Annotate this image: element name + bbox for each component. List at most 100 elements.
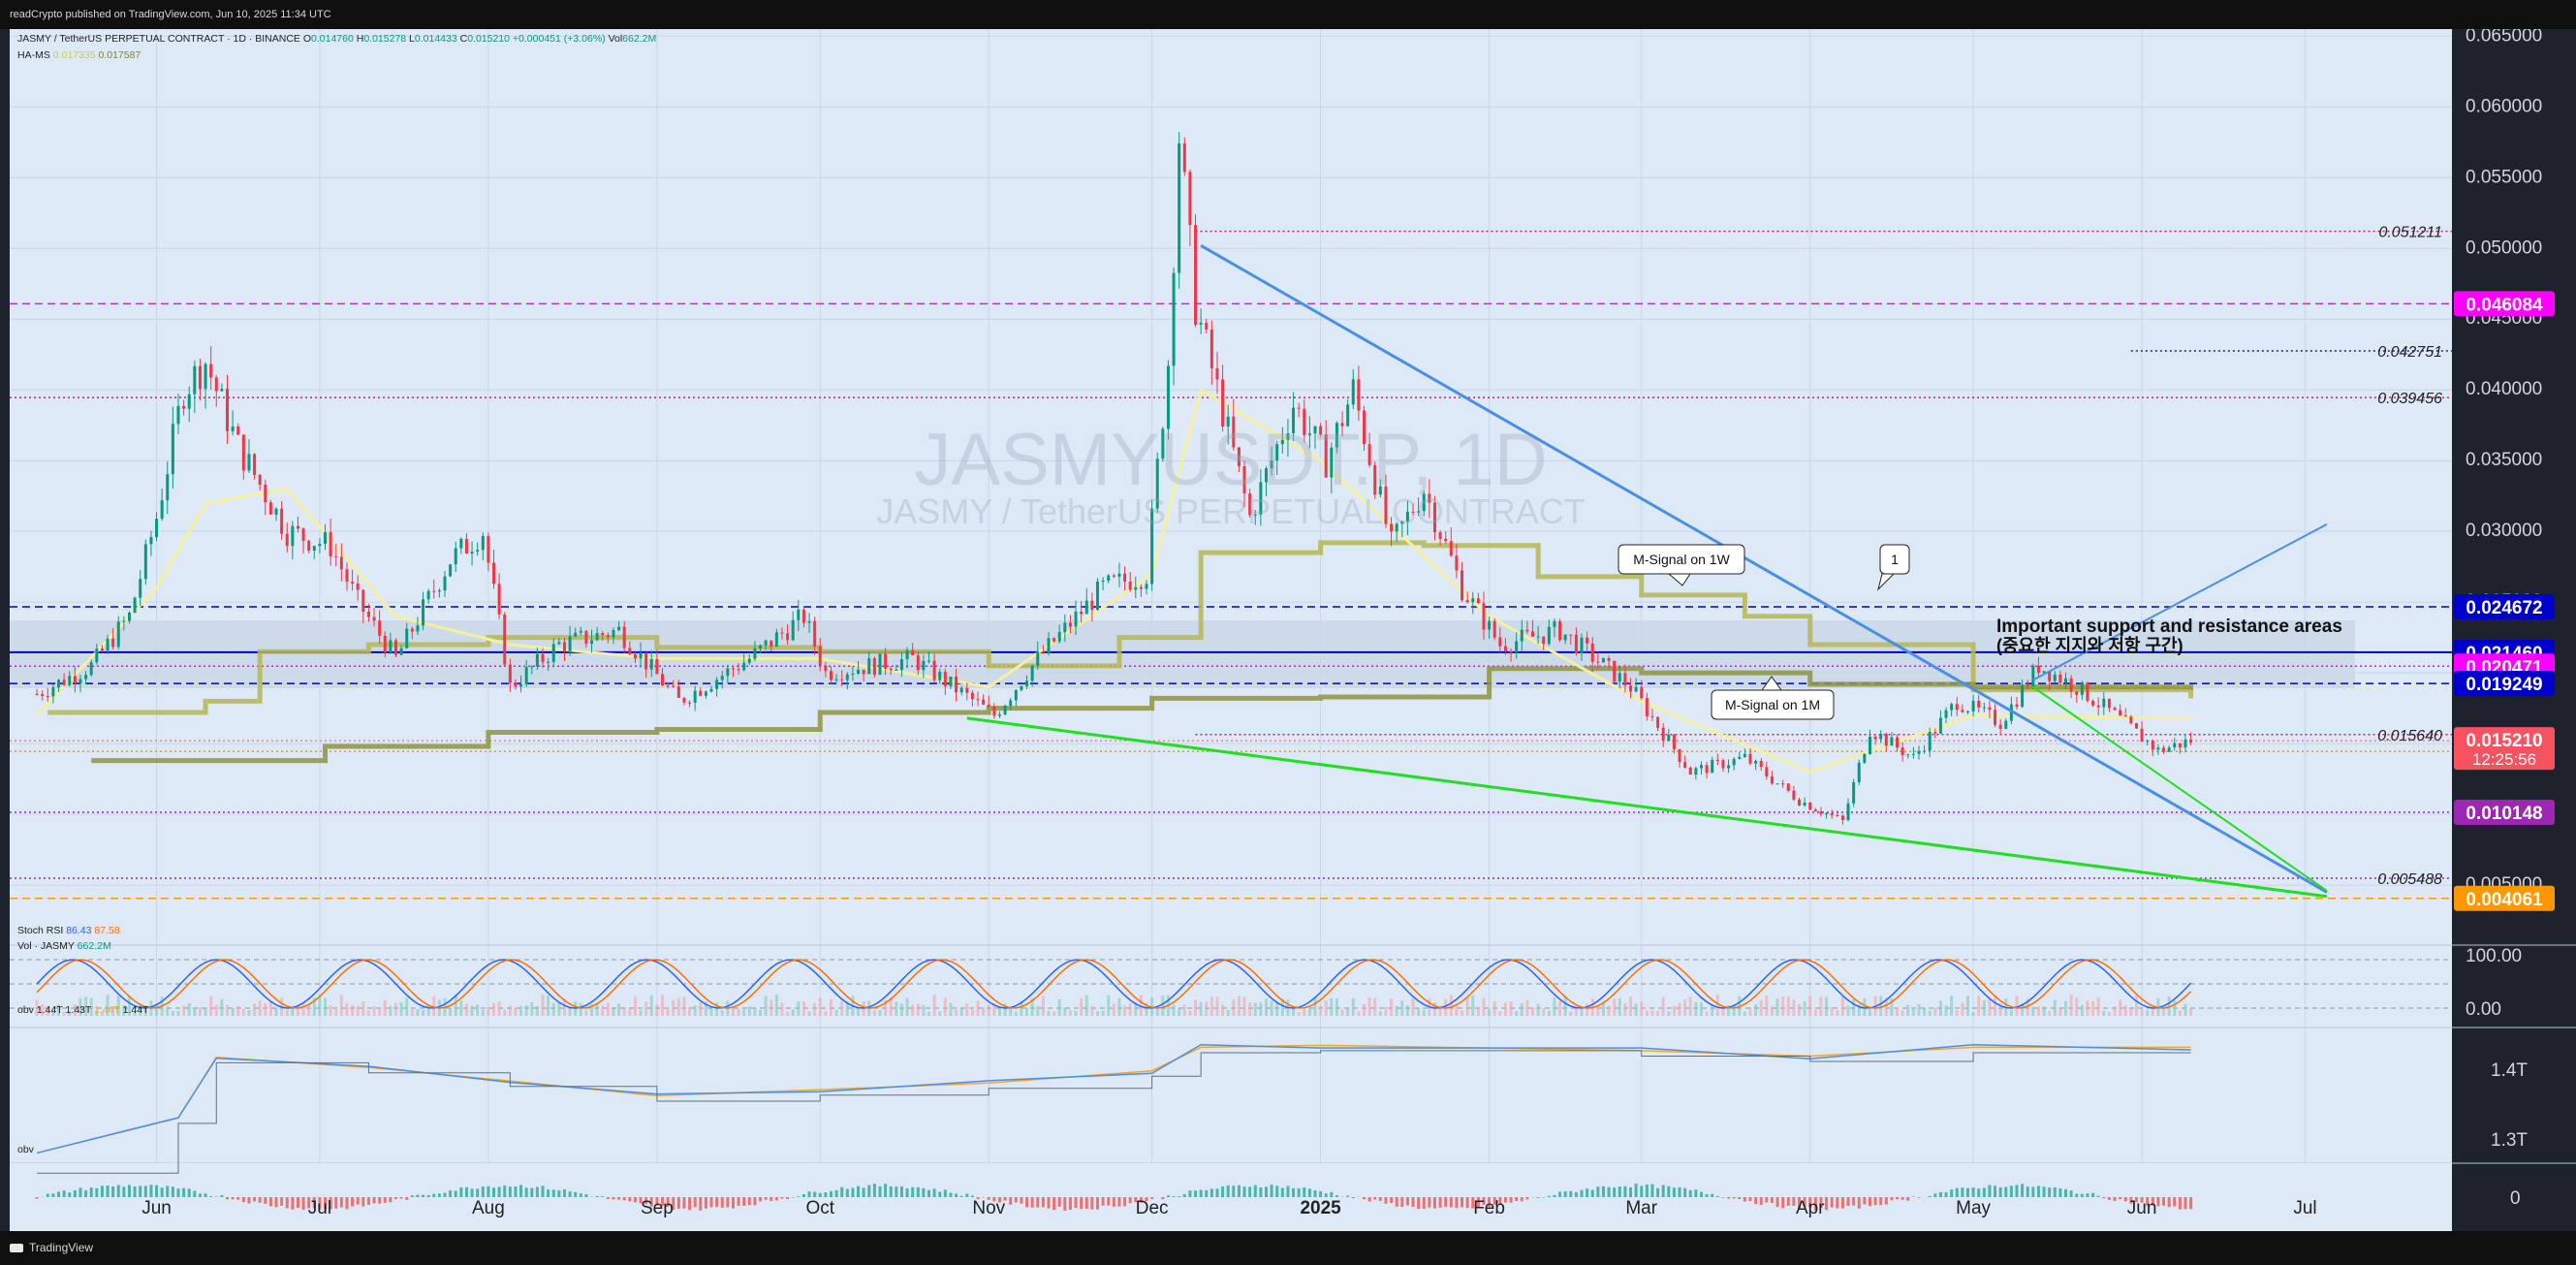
volume-bar <box>1476 1007 1480 1016</box>
obv2-bar <box>1205 1189 1209 1197</box>
candle-body <box>1770 775 1774 784</box>
volume-bar <box>487 1007 490 1016</box>
candle-body <box>247 454 251 471</box>
volume-bar <box>1971 1011 1975 1016</box>
volume-bar <box>2189 1008 2193 1016</box>
volume-bar <box>1634 1003 1638 1016</box>
price-chart[interactable]: 0.051211 0.042751 0.039456 0.015640 0.005488… <box>0 29 2576 1231</box>
obv2-bar <box>1009 1197 1013 1205</box>
obv2-bar <box>2113 1197 2117 1201</box>
obv2-bar <box>127 1185 131 1197</box>
candle-body <box>334 556 338 558</box>
candle-body <box>845 674 849 680</box>
price-badge-label: 0.019249 <box>2466 675 2542 695</box>
stoch-d-line <box>36 959 2192 1009</box>
obv2-bar <box>1139 1197 1143 1203</box>
candle-body <box>617 626 621 631</box>
volume-bar <box>1563 996 1567 1016</box>
volume-bar <box>1836 1010 1839 1016</box>
volume-bar <box>1003 1003 1007 1016</box>
volume-bar <box>676 997 680 1016</box>
candle-body <box>160 500 164 520</box>
volume-bar <box>155 1002 159 1016</box>
candle-body <box>1199 322 1203 325</box>
candle-body <box>1830 813 1834 816</box>
obv2-bar <box>389 1197 393 1203</box>
x-tick-label: Mar <box>1625 1198 1657 1218</box>
candle-body <box>1384 486 1388 524</box>
obv2-bar <box>916 1186 920 1197</box>
candle-body <box>2183 739 2187 748</box>
candle-body <box>1623 673 1627 686</box>
volume-bar <box>770 999 773 1016</box>
volume-bar <box>1509 1000 1513 1016</box>
volume-bar <box>1813 1009 1817 1016</box>
obv2-bar <box>1438 1197 1442 1208</box>
volume-bar <box>1683 999 1687 1016</box>
volume-bar <box>1525 999 1529 1016</box>
volume-bar <box>1846 1005 1850 1016</box>
obv2-bar <box>1014 1197 1018 1203</box>
volume-bar <box>1215 996 1219 1016</box>
volume-bar <box>905 997 909 1016</box>
volume-bar <box>807 1011 811 1016</box>
obv2-bar <box>1721 1197 1725 1198</box>
candle-body <box>1715 759 1719 761</box>
candle-body <box>737 669 740 671</box>
candle-body <box>416 625 420 632</box>
candle-body <box>2036 665 2040 674</box>
candle-body <box>797 609 801 620</box>
volume-bar <box>612 1007 615 1016</box>
obv2-bar <box>1553 1194 1556 1197</box>
candle-body <box>1428 493 1431 503</box>
candle-body <box>1461 570 1464 601</box>
obv2-bar <box>236 1197 240 1200</box>
candle-body <box>1313 426 1317 434</box>
obv2-bar <box>1678 1186 1681 1197</box>
candle-body <box>997 713 1001 716</box>
candle-body <box>1417 511 1421 513</box>
obv2-bar <box>1199 1189 1203 1197</box>
volume-bar <box>1161 996 1165 1016</box>
candle-body <box>927 660 931 662</box>
volume-bar <box>987 1003 990 1016</box>
candle-body <box>1503 646 1507 651</box>
candle-body <box>1792 790 1796 800</box>
volume-bar <box>829 998 832 1016</box>
volume-bar <box>1944 1005 1948 1016</box>
obv2-bar <box>1123 1197 1127 1207</box>
volume-bar <box>1313 996 1317 1016</box>
volume-bar <box>1830 1006 1834 1016</box>
volume-bar <box>166 1006 170 1016</box>
candle-body <box>2178 743 2182 748</box>
volume-bar <box>1378 1011 1382 1016</box>
candle-body <box>1259 482 1263 515</box>
candle-body <box>1547 626 1551 645</box>
volume-bar <box>204 1007 207 1016</box>
obv2-bar <box>1188 1190 1192 1197</box>
ohlc-close: 0.015210 <box>467 33 510 45</box>
candle-body <box>1182 142 1186 173</box>
obv2-bar <box>1879 1197 1883 1206</box>
volume-bar <box>1694 1001 1698 1016</box>
obv2-bar <box>1634 1184 1638 1197</box>
obv2-bar <box>149 1185 153 1197</box>
volume-bar <box>51 1009 55 1016</box>
candle-body <box>955 677 958 693</box>
obv2-bar <box>807 1191 811 1197</box>
candle-body <box>612 630 615 638</box>
obv2-bar <box>1112 1197 1115 1207</box>
m-signal-1w-callout[interactable]: M-Signal on 1W <box>1618 544 1745 586</box>
volume-bar <box>79 997 82 1016</box>
callout-1[interactable]: 1 <box>1877 544 1910 591</box>
volume-bar <box>2036 1005 2040 1016</box>
candle-body <box>1901 747 1904 756</box>
m-signal-1m-callout[interactable]: M-Signal on 1M <box>1711 676 1835 720</box>
volume-bar <box>688 1007 692 1016</box>
obv2-bar <box>1297 1187 1301 1197</box>
obv2-bar <box>1242 1186 1246 1197</box>
candle-body <box>1994 710 1997 725</box>
volume-bar <box>2167 996 2171 1016</box>
candle-body <box>95 648 99 663</box>
volume-bar <box>595 1002 599 1016</box>
